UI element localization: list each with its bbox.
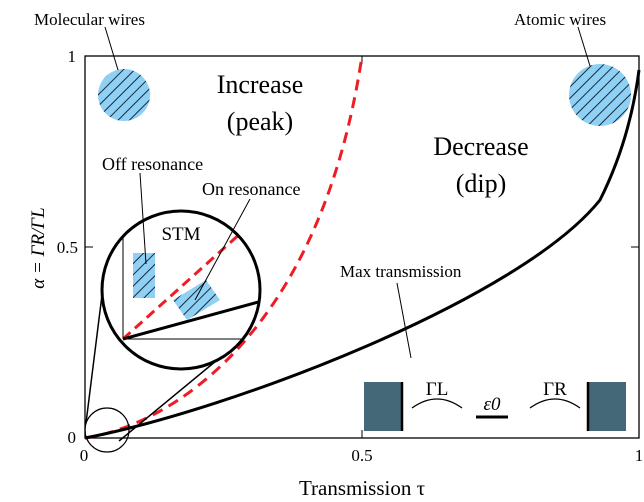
off-resonance-region [133, 253, 155, 298]
gamma-left-label: ΓL [426, 379, 449, 400]
x-tick-0-5: 0.5 [351, 446, 372, 465]
molecular-wire-pointer [104, 26, 119, 71]
on-resonance-pointer [194, 198, 251, 301]
epsilon-label: ε0 [484, 394, 501, 415]
increase-label: Increase [217, 70, 304, 99]
left-coupling-arc [411, 398, 463, 409]
zoom-connector-left [85, 286, 104, 424]
on-resonance-label: On resonance [202, 179, 300, 199]
right-coupling-arc [529, 398, 581, 409]
x-tick-1: 1 [635, 446, 644, 465]
atomic-wire-circle [569, 64, 631, 126]
peak-label: (peak) [227, 107, 293, 136]
origin-zoom-marker [84, 407, 130, 453]
atomic-wire-pointer [577, 26, 591, 67]
on-resonance-region [173, 280, 220, 320]
y-tick-0-5: 0.5 [57, 238, 78, 257]
junction-schematic [364, 382, 626, 431]
dip-label: (dip) [456, 169, 507, 198]
y-tick-0: 0 [68, 428, 77, 447]
max-transmission-label: Max transmission [340, 262, 462, 281]
gamma-right-label: ΓR [543, 379, 567, 400]
molecular-wires-label: Molecular wires [34, 10, 145, 29]
max-transmission-curve [84, 69, 641, 440]
zoom-connector-right [118, 355, 223, 442]
molecular-wire-circle [98, 69, 150, 121]
y-axis-title: α = ΓR/ΓL [28, 207, 49, 288]
decrease-label: Decrease [433, 132, 528, 161]
off-resonance-pointer [139, 172, 147, 265]
left-lead [364, 382, 401, 431]
right-lead [589, 382, 626, 431]
x-axis-title: Transmission τ [299, 476, 425, 500]
stm-label: STM [161, 224, 200, 245]
dashed-boundary-curve [84, 55, 364, 440]
atomic-wires-label: Atomic wires [514, 10, 606, 29]
off-resonance-label: Off resonance [102, 154, 203, 174]
max-transmission-pointer [396, 282, 412, 359]
y-tick-1: 1 [68, 47, 77, 66]
zoom-inset [100, 209, 262, 371]
x-tick-0: 0 [80, 446, 89, 465]
